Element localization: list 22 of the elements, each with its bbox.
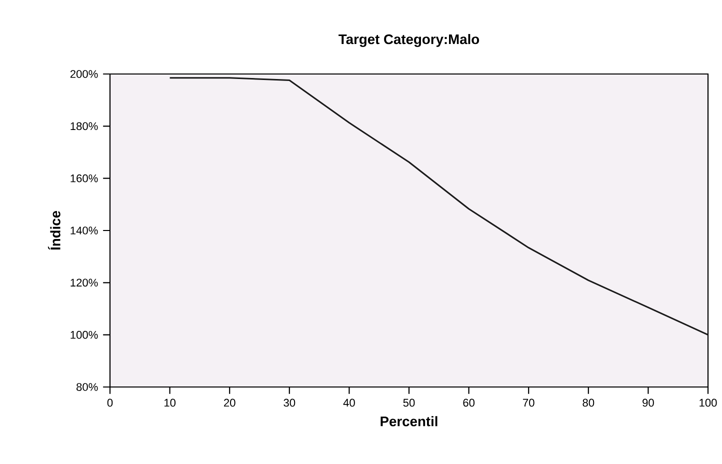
- x-tick-label: 70: [523, 398, 534, 407]
- y-tick-label: 200%: [70, 70, 98, 78]
- x-tick-label: 90: [642, 398, 654, 407]
- x-tick-label: 60: [463, 398, 475, 407]
- x-tick-label: 10: [164, 398, 176, 407]
- x-tick-label: 80: [582, 398, 594, 407]
- x-tick-label: 30: [284, 398, 296, 407]
- x-tick-label: 100: [700, 398, 717, 407]
- line-series: [169, 77, 708, 336]
- x-tick-label: 0: [107, 398, 113, 407]
- x-tick-label: 20: [224, 398, 236, 407]
- x-tick-label: 50: [403, 398, 415, 407]
- y-tick-label: 160%: [70, 174, 98, 182]
- y-tick-label: 140%: [70, 226, 98, 234]
- y-tick-label: 100%: [70, 330, 98, 339]
- chart-title: Target Category:Malo: [338, 34, 480, 47]
- y-axis-title: Índice: [48, 210, 60, 250]
- y-tick-label: 180%: [70, 122, 98, 130]
- x-axis-title: Percentil: [380, 416, 438, 426]
- y-tick-label: 120%: [70, 278, 98, 287]
- y-tick-label: 80%: [76, 383, 98, 391]
- x-tick-label: 40: [343, 398, 355, 407]
